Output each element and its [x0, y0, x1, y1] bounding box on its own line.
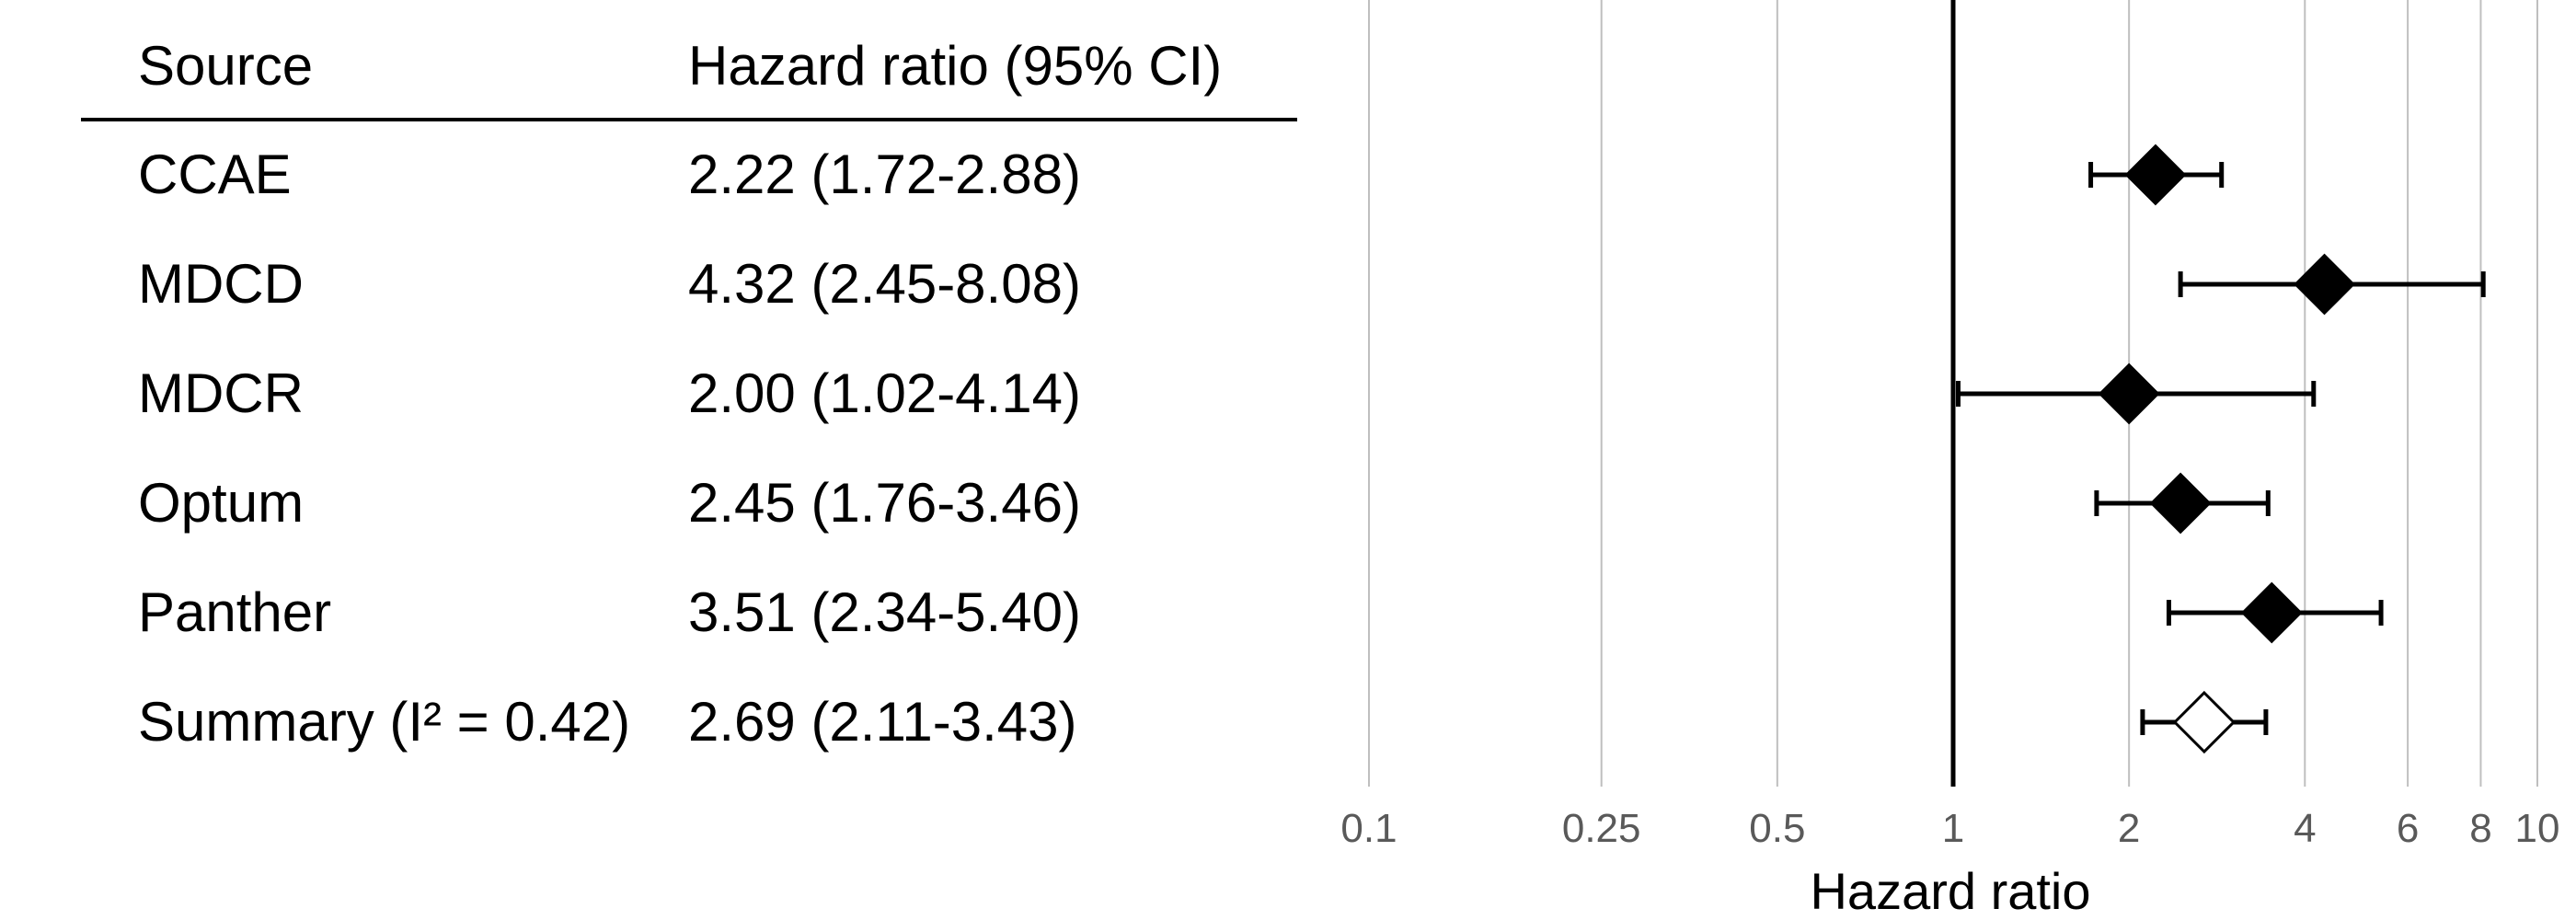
row-source: Panther [138, 581, 331, 643]
x-tick-label: 0.1 [1340, 806, 1397, 851]
estimate-diamond [2240, 581, 2303, 644]
x-axis-label: Hazard ratio [1810, 862, 2090, 920]
row-estimate-label: 2.22 (1.72-2.88) [688, 144, 1081, 205]
estimate-diamond [2098, 362, 2160, 425]
x-tick-label: 2 [2118, 806, 2140, 851]
row-source: Summary (I² = 0.42) [138, 691, 630, 753]
estimate-diamond [2149, 472, 2212, 535]
x-tick-label: 10 [2515, 806, 2560, 851]
row-estimate-label: 3.51 (2.34-5.40) [688, 581, 1081, 643]
x-tick-label: 0.25 [1562, 806, 1641, 851]
x-tick-label: 4 [2294, 806, 2316, 851]
x-tick-label: 8 [2469, 806, 2491, 851]
header-hazard-ratio: Hazard ratio (95% CI) [688, 35, 1222, 97]
estimates [1955, 144, 2486, 754]
row-estimate-label: 4.32 (2.45-8.08) [688, 253, 1081, 315]
header-source: Source [138, 35, 313, 97]
x-tick-label: 6 [2397, 806, 2419, 851]
row-estimate-label: 2.45 (1.76-3.46) [688, 472, 1081, 534]
row-source: CCAE [138, 144, 292, 205]
x-tick-label: 0.5 [1749, 806, 1805, 851]
table-rows: CCAE 2.22 (1.72-2.88) MDCD 4.32 (2.45-8.08)… [138, 144, 1081, 753]
row-estimate-label: 2.69 (2.11-3.43) [688, 691, 1077, 753]
row-estimate-label: 2.00 (1.02-4.14) [688, 362, 1081, 424]
x-tick-label: 1 [1942, 806, 1964, 851]
summary-diamond [2172, 690, 2237, 754]
row-source: MDCD [138, 253, 304, 315]
estimate-diamond [2294, 253, 2355, 316]
estimate-diamond [2124, 144, 2187, 206]
row-source: MDCR [138, 362, 304, 424]
row-source: Optum [138, 472, 304, 534]
x-axis-ticks: 0.1 0.25 0.5 1 2 4 6 8 10 [1340, 806, 2559, 851]
